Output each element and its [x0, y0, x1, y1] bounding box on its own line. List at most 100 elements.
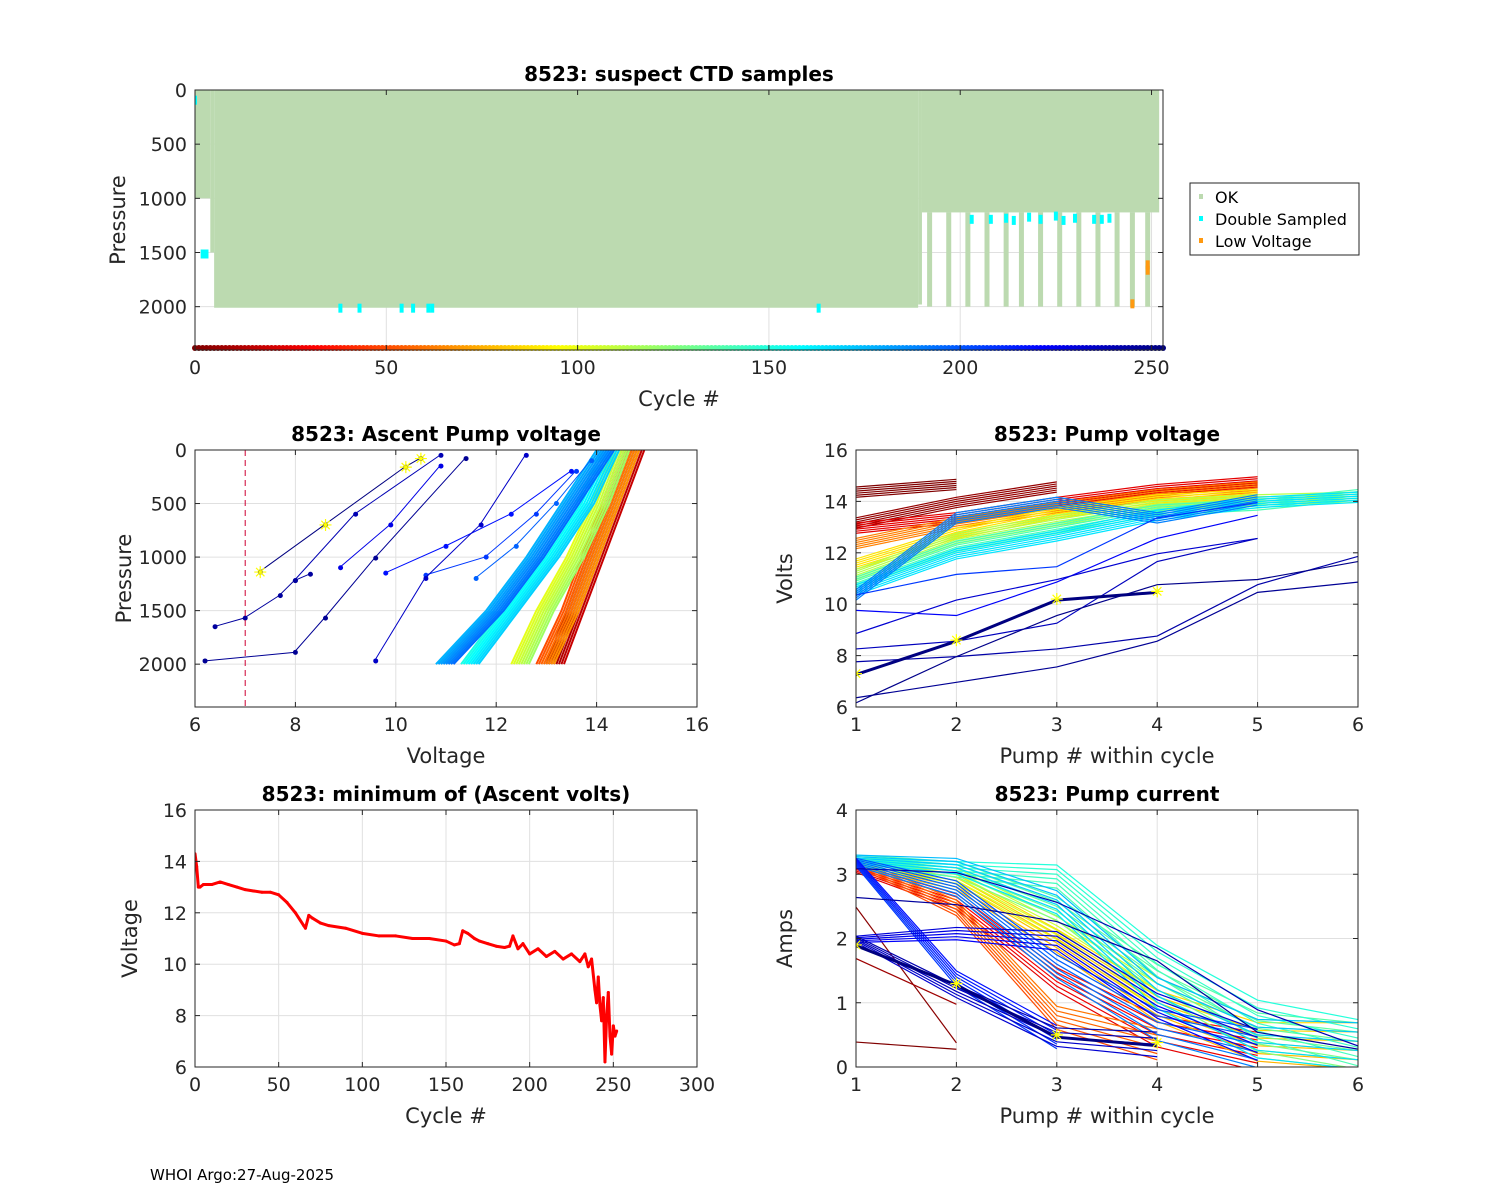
y-tick-label: 12 [163, 903, 187, 925]
ascent-profile-line [258, 458, 420, 573]
ascent-profile-line [548, 450, 636, 665]
x-tick-label: 300 [679, 1074, 715, 1096]
min-voltage-point [544, 954, 548, 958]
y-axis-label: Pressure [106, 175, 130, 265]
pump-current-line [856, 863, 1158, 1055]
min-voltage-point [260, 890, 264, 894]
ascent-profile-point [553, 501, 559, 507]
pump-current-line [856, 857, 1058, 1027]
pump-current-line [856, 856, 1358, 1033]
pump-current-line [856, 860, 1358, 1061]
pump-current-line [856, 926, 1258, 1031]
footer-credit: WHOI Argo:27-Aug-2025 [150, 1166, 335, 1184]
x-tick-label: 1 [850, 714, 862, 736]
ascent-profile-point [574, 468, 580, 474]
last-cycle-star [1050, 1028, 1063, 1041]
low-voltage-point [1130, 299, 1135, 309]
min-voltage-point [195, 865, 199, 869]
min-voltage-point [486, 942, 490, 946]
y-tick-label: 16 [163, 800, 187, 822]
pump-current-line [856, 906, 957, 1044]
y-tick-label: 1500 [139, 601, 187, 623]
y-tick-label: 1500 [139, 243, 187, 265]
ascent-profile-point [338, 565, 344, 571]
ascent-profile-line [475, 450, 618, 665]
min-voltage-point [603, 1060, 607, 1064]
y-axis-label: Volts [773, 553, 797, 604]
x-tick-label: 4 [1151, 1074, 1163, 1096]
y-tick-label: 14 [163, 851, 187, 873]
y-axis-label: Voltage [118, 899, 142, 978]
ascent-profile-point [569, 468, 574, 474]
min-voltage-point [511, 934, 515, 938]
min-voltage-point [344, 926, 348, 930]
ascent-profile-point [373, 658, 379, 664]
ascent-profile-line [445, 450, 608, 665]
double-sampled-point [357, 303, 362, 313]
pump-current-line [856, 867, 1358, 1047]
ascent-profile-point [323, 615, 329, 621]
pump-voltage-line [856, 485, 1057, 523]
y-tick-label: 500 [151, 494, 187, 516]
ok-samples-spike [965, 212, 971, 307]
plot-content [195, 90, 1160, 313]
ascent-profile-line [447, 450, 610, 665]
pump-current-line [856, 1041, 957, 1050]
last-cycle-star [950, 977, 963, 990]
pump-current-line [856, 958, 957, 1005]
ascent-profile-line [522, 450, 626, 665]
min-voltage-point [427, 937, 431, 940]
ok-samples-spike [927, 212, 933, 307]
ok-samples-spike [1129, 212, 1135, 307]
plot-content [195, 852, 619, 1064]
min-voltage-point [521, 942, 525, 946]
ascent-profile-line [545, 450, 633, 665]
ascent-profile-point [483, 554, 489, 560]
ascent-profile-line [452, 450, 616, 665]
pump-current-line [856, 859, 1058, 1031]
pump-current-line [856, 860, 1258, 1046]
pump-current-line [856, 929, 1258, 1039]
pump-current-line [856, 865, 1258, 1067]
legend-label: Double Sampled [1215, 210, 1347, 229]
pump-voltage-line [856, 498, 1258, 595]
min-voltage-point [377, 934, 381, 938]
ok-samples-spike [1114, 212, 1120, 307]
ok-samples-spike [1018, 212, 1024, 307]
x-tick-label: 0 [189, 357, 201, 379]
min-voltage-point [583, 952, 587, 956]
low-voltage-point [1145, 265, 1150, 275]
y-axis-label: Amps [773, 909, 797, 968]
double-sampled-point [969, 214, 974, 224]
pump-voltage-line [856, 504, 1258, 601]
pump-voltage-line [856, 501, 1258, 596]
plot-content [202, 450, 646, 707]
pump-voltage-line [856, 502, 1258, 599]
ascent-profile-point [438, 452, 444, 458]
ascent-profile-line [440, 450, 603, 665]
x-axis-label: Cycle # [405, 1104, 487, 1128]
pump-voltage-line [856, 483, 1258, 542]
min-voltage-point [198, 885, 202, 889]
last-cycle-star [399, 461, 412, 474]
double-sampled-point [430, 303, 435, 313]
double-sampled-point [1011, 215, 1016, 225]
legend-box [1189, 182, 1360, 256]
pump-current-line [856, 944, 1158, 1048]
pump-voltage-line [856, 481, 1258, 539]
ascent-profile-point [508, 511, 514, 517]
min-voltage-point [605, 1014, 609, 1018]
legend-marker [1199, 194, 1203, 199]
ascent-profile-point [533, 511, 539, 517]
pump-current-line [856, 859, 1258, 1038]
ascent-profile-line [435, 450, 598, 665]
pump-voltage-line [856, 481, 1057, 519]
x-axis-label: Pump # within cycle [1000, 744, 1215, 768]
ascent-profile-line [553, 450, 641, 665]
ok-samples-block [918, 90, 922, 305]
ok-samples-spike [1145, 212, 1151, 307]
x-tick-label: 250 [1133, 357, 1169, 379]
ok-samples-block [214, 90, 919, 308]
pump-voltage-line [856, 483, 1057, 521]
